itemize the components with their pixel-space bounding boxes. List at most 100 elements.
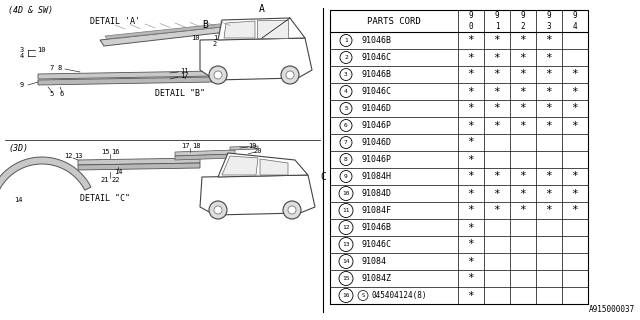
Polygon shape [0,157,91,190]
Text: *: * [572,172,579,181]
Circle shape [339,220,353,235]
Polygon shape [222,156,258,175]
Text: DETAIL "C": DETAIL "C" [80,194,130,203]
Circle shape [340,35,352,46]
Text: *: * [493,52,500,62]
Text: (4D & SW): (4D & SW) [8,6,53,15]
Text: *: * [468,291,474,300]
Text: 5: 5 [50,91,54,97]
Text: 2: 2 [344,55,348,60]
Text: 3: 3 [344,72,348,77]
Text: 16: 16 [342,293,349,298]
Text: 7: 7 [344,140,348,145]
Polygon shape [260,159,288,175]
Polygon shape [175,150,235,156]
Text: *: * [493,86,500,97]
Text: DETAIL "B": DETAIL "B" [155,89,205,98]
Text: *: * [468,52,474,62]
Text: *: * [546,205,552,215]
Text: 91046C: 91046C [362,53,392,62]
Text: *: * [493,36,500,45]
Polygon shape [105,22,240,39]
Text: *: * [468,69,474,79]
Text: 5: 5 [344,106,348,111]
Text: 91046B: 91046B [362,70,392,79]
Text: *: * [546,172,552,181]
Polygon shape [38,77,215,85]
Text: 18: 18 [192,143,200,149]
Text: *: * [520,52,526,62]
Text: *: * [468,172,474,181]
Circle shape [340,85,352,98]
Text: 91046B: 91046B [362,223,392,232]
Text: 10: 10 [191,35,199,41]
Text: A915000037: A915000037 [589,305,635,314]
Text: 10: 10 [342,191,349,196]
Text: *: * [572,86,579,97]
Circle shape [214,206,222,214]
Text: 3: 3 [20,47,24,53]
Circle shape [214,71,222,79]
Text: 8: 8 [344,157,348,162]
Polygon shape [218,153,308,177]
Text: *: * [520,103,526,114]
Text: *: * [572,69,579,79]
Text: 91046C: 91046C [362,240,392,249]
Polygon shape [218,18,305,40]
Text: 91046C: 91046C [362,87,392,96]
Text: 9
0: 9 0 [468,11,474,31]
Circle shape [340,68,352,81]
Text: *: * [546,103,552,114]
Text: 91046P: 91046P [362,121,392,130]
Text: 15: 15 [100,149,109,155]
Circle shape [339,187,353,201]
Text: *: * [493,172,500,181]
Text: 9
4: 9 4 [573,11,577,31]
Polygon shape [200,175,315,215]
Text: 13: 13 [342,242,349,247]
Text: *: * [468,36,474,45]
Polygon shape [224,21,255,38]
Text: *: * [468,222,474,233]
Text: 12: 12 [342,225,349,230]
Text: 11: 11 [342,208,349,213]
Text: B: B [202,20,208,30]
Text: C: C [320,172,326,182]
Text: 91084Z: 91084Z [362,274,392,283]
Text: 16: 16 [111,149,119,155]
Polygon shape [257,20,288,38]
Text: 9
1: 9 1 [495,11,499,31]
Polygon shape [236,30,248,42]
Text: 17: 17 [180,143,189,149]
Text: 6: 6 [344,123,348,128]
Polygon shape [230,146,258,150]
Text: *: * [493,188,500,198]
Text: *: * [572,103,579,114]
Text: *: * [546,121,552,131]
Text: 6: 6 [60,91,64,97]
Circle shape [339,237,353,252]
Text: 91084F: 91084F [362,206,392,215]
Text: *: * [572,121,579,131]
Text: *: * [493,69,500,79]
Text: 9: 9 [344,174,348,179]
Text: 12: 12 [64,153,72,159]
Text: *: * [520,172,526,181]
Text: A: A [259,4,265,14]
Circle shape [340,137,352,148]
Text: 045404124(8): 045404124(8) [372,291,428,300]
Text: DETAIL 'A': DETAIL 'A' [90,17,140,26]
Polygon shape [175,154,235,160]
Polygon shape [78,163,200,170]
Text: PARTS CORD: PARTS CORD [367,17,421,26]
Circle shape [340,102,352,115]
Text: *: * [520,86,526,97]
Polygon shape [200,38,312,80]
Text: 91046P: 91046P [362,155,392,164]
Text: 14: 14 [114,169,122,175]
Text: 91084H: 91084H [362,172,392,181]
Text: 11: 11 [180,68,189,74]
Text: 91046D: 91046D [362,104,392,113]
Text: 14: 14 [13,197,22,203]
Circle shape [339,254,353,268]
